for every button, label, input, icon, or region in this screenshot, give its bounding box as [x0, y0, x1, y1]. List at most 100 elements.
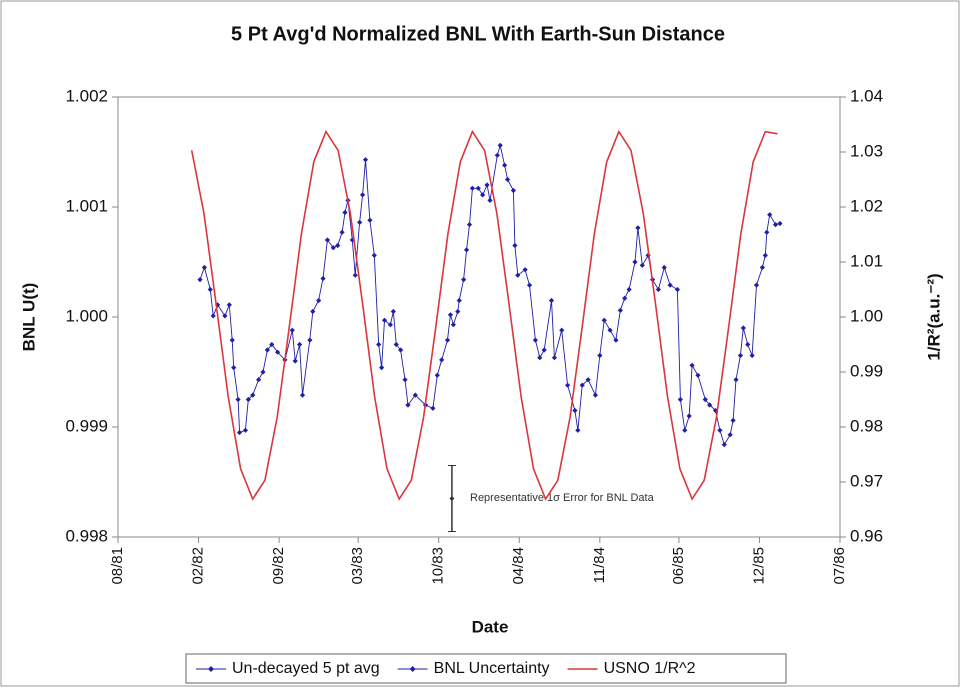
data-point — [390, 308, 396, 315]
data-point — [469, 185, 476, 191]
legend-marker — [409, 666, 416, 672]
legend-marker — [208, 666, 214, 672]
data-point — [439, 357, 445, 363]
data-point — [487, 197, 493, 203]
data-point — [677, 396, 683, 403]
data-point — [260, 369, 266, 375]
data-point — [510, 187, 517, 194]
data-point — [359, 192, 366, 198]
y2-tick-label: 1.02 — [850, 196, 883, 215]
data-point — [201, 264, 208, 271]
x-axis-title: Date — [472, 617, 509, 636]
data-point — [463, 247, 470, 253]
data-point — [551, 355, 558, 361]
data-point — [767, 212, 773, 218]
data-point — [607, 327, 613, 333]
data-point — [207, 286, 213, 293]
data-point — [455, 308, 461, 315]
data-point — [626, 286, 632, 293]
error-center — [449, 496, 455, 501]
data-point — [330, 245, 336, 251]
data-point — [434, 372, 440, 378]
x-tick-label: 02/82 — [190, 547, 207, 585]
legend-label: USNO 1/R^2 — [604, 660, 696, 677]
x-tick-label: 10/83 — [430, 547, 447, 585]
data-point — [324, 237, 331, 243]
data-point — [512, 242, 518, 249]
data-point — [740, 325, 746, 331]
data-point — [236, 429, 243, 436]
data-point — [667, 282, 673, 288]
data-point — [461, 277, 467, 283]
data-point — [316, 297, 322, 304]
legend-label: Un-decayed 5 pt avg — [232, 660, 380, 677]
data-point — [339, 229, 345, 235]
y2-tick-label: 0.98 — [850, 416, 883, 435]
data-point — [387, 322, 393, 328]
data-point — [721, 442, 727, 448]
data-point — [702, 396, 708, 403]
data-point — [686, 413, 692, 419]
data-point — [229, 337, 235, 343]
data-point — [655, 286, 662, 293]
data-point — [772, 222, 779, 228]
legend-box — [185, 653, 787, 684]
x-tick-label: 08/81 — [109, 547, 126, 585]
data-point — [484, 182, 490, 188]
data-point — [522, 267, 528, 273]
data-point — [264, 347, 270, 353]
data-point — [430, 405, 436, 411]
series-line — [190, 129, 778, 501]
y2-tick-label: 0.97 — [850, 471, 883, 490]
data-point — [296, 341, 303, 348]
data-point — [617, 307, 623, 313]
x-tick-label: 11/84 — [591, 547, 608, 583]
data-point — [245, 396, 251, 403]
legend-label: BNL Uncertainty — [434, 660, 550, 677]
data-point — [572, 407, 578, 414]
data-point — [450, 322, 456, 328]
data-point — [242, 427, 249, 433]
data-point — [733, 377, 739, 383]
data-point — [357, 219, 363, 225]
data-point — [749, 352, 755, 359]
data-point — [592, 392, 599, 398]
annotation: Representative 1σ Error for BNL Data — [470, 492, 655, 504]
data-point — [362, 157, 369, 163]
data-point — [777, 220, 783, 227]
y2-tick-label: 1.03 — [850, 141, 883, 160]
x-tick-label: 12/85 — [750, 547, 767, 585]
data-point — [447, 312, 454, 318]
data-point — [376, 341, 382, 348]
data-point — [515, 272, 521, 278]
data-point — [405, 402, 411, 408]
data-point — [381, 317, 388, 323]
x-tick-label: 06/85 — [670, 547, 687, 585]
data-point — [402, 377, 408, 383]
data-point — [753, 282, 760, 288]
y2-tick-label: 1.00 — [850, 306, 883, 325]
data-point — [412, 392, 418, 398]
data-point — [226, 302, 232, 308]
y-tick-label: 1.000 — [65, 306, 108, 325]
data-point — [235, 396, 241, 403]
y-tick-label: 1.002 — [65, 86, 108, 105]
data-point — [661, 264, 667, 271]
data-point — [289, 327, 295, 333]
data-point — [466, 222, 473, 228]
data-point — [532, 337, 538, 343]
data-point — [292, 358, 298, 364]
y2-tick-label: 1.04 — [850, 86, 883, 105]
data-point — [639, 262, 645, 268]
data-point — [682, 427, 688, 433]
data-point — [579, 382, 585, 388]
data-point — [585, 377, 591, 383]
data-point — [275, 349, 281, 355]
y-tick-label: 1.001 — [65, 196, 108, 215]
data-point — [502, 162, 508, 168]
data-point — [456, 297, 462, 304]
data-point — [197, 277, 203, 283]
data-point — [210, 313, 216, 319]
